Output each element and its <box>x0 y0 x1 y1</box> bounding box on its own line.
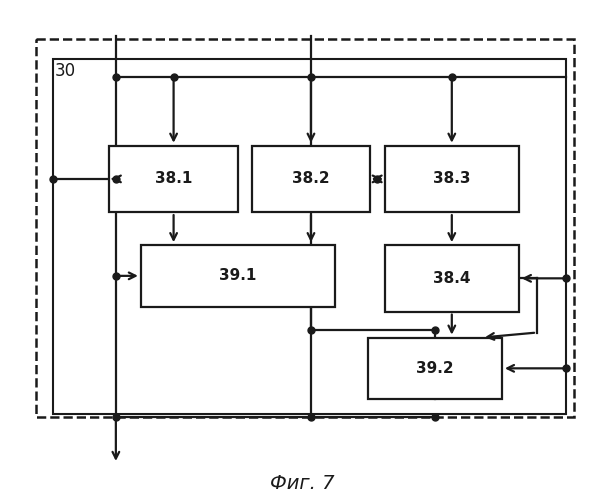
Bar <box>385 245 519 312</box>
Bar <box>53 59 566 414</box>
Bar <box>252 146 370 212</box>
Text: 38.2: 38.2 <box>292 172 330 186</box>
Text: 38.1: 38.1 <box>155 172 192 186</box>
Bar <box>141 245 335 306</box>
Bar <box>36 39 574 417</box>
Bar <box>109 146 238 212</box>
Bar <box>385 146 519 212</box>
Text: 38.3: 38.3 <box>433 172 471 186</box>
Text: 30: 30 <box>55 62 76 80</box>
Bar <box>368 338 502 399</box>
Text: 39.2: 39.2 <box>416 361 454 376</box>
Text: 38.4: 38.4 <box>433 271 471 286</box>
Text: 39.1: 39.1 <box>219 268 257 283</box>
Text: Фиг. 7: Фиг. 7 <box>270 474 334 493</box>
